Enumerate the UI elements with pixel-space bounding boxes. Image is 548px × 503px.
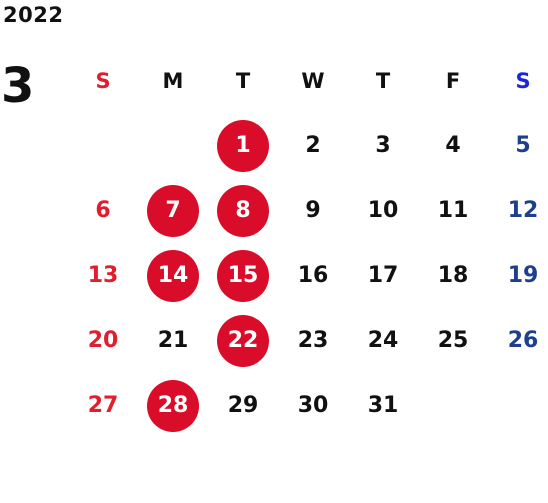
day-cell[interactable]: 12: [488, 178, 548, 243]
highlighted-day-number: 22: [217, 314, 269, 367]
day-cell[interactable]: 11: [418, 178, 488, 243]
day-cell[interactable]: 31: [348, 373, 418, 438]
highlighted-day-number: 7: [147, 184, 199, 237]
day-number: 19: [507, 263, 539, 288]
day-number: [497, 380, 548, 432]
day-number: 13: [87, 263, 119, 288]
day-cell[interactable]: 17: [348, 243, 418, 308]
day-number: 20: [87, 328, 119, 353]
day-cell[interactable]: 20: [68, 308, 138, 373]
day-cell[interactable]: 29: [208, 373, 278, 438]
day-number: 17: [367, 263, 399, 288]
day-cell[interactable]: 9: [278, 178, 348, 243]
weekday-header-monday: M: [162, 68, 184, 93]
day-cell[interactable]: 6: [68, 178, 138, 243]
day-number: 10: [367, 198, 399, 223]
weekday-header-friday: F: [445, 68, 461, 93]
year-label: 2022: [3, 3, 64, 27]
day-number: 29: [227, 393, 259, 418]
day-cell[interactable]: 15: [208, 243, 278, 308]
day-cell[interactable]: 26: [488, 308, 548, 373]
highlighted-day-number: 1: [217, 119, 269, 172]
weekday-header-wednesday: W: [301, 68, 325, 93]
day-number: 4: [445, 133, 461, 158]
day-cell[interactable]: 1: [208, 113, 278, 178]
day-number: 9: [305, 198, 321, 223]
day-cell[interactable]: 24: [348, 308, 418, 373]
day-number: 31: [367, 393, 399, 418]
day-number: 27: [87, 393, 119, 418]
highlighted-day-number: 14: [147, 249, 199, 302]
day-cell[interactable]: 14: [138, 243, 208, 308]
day-number: [77, 120, 129, 172]
day-cell[interactable]: 22: [208, 308, 278, 373]
day-number: 23: [297, 328, 329, 353]
day-cell[interactable]: 16: [278, 243, 348, 308]
calendar-grid: S M T W T F S 1 2 3 4 5 6 7 8 9 10 11 12 13 14 15 16 17 1…: [68, 48, 548, 438]
empty-day-cell: [68, 113, 138, 178]
empty-day-cell: [138, 113, 208, 178]
empty-day-cell: [488, 373, 548, 438]
weekday-header-saturday: S: [515, 68, 531, 93]
day-cell[interactable]: 8: [208, 178, 278, 243]
day-number: 11: [437, 198, 469, 223]
day-number: [147, 120, 199, 172]
day-number: 12: [507, 198, 539, 223]
day-number: 25: [437, 328, 469, 353]
highlighted-day-number: 15: [217, 249, 269, 302]
day-cell[interactable]: 2: [278, 113, 348, 178]
day-cell[interactable]: 5: [488, 113, 548, 178]
day-number: 21: [157, 328, 189, 353]
day-number: 3: [375, 133, 391, 158]
day-cell[interactable]: 10: [348, 178, 418, 243]
day-cell[interactable]: 7: [138, 178, 208, 243]
day-number: 5: [515, 133, 531, 158]
day-number: 26: [507, 328, 539, 353]
weekday-header-sunday: S: [95, 68, 111, 93]
day-number: 24: [367, 328, 399, 353]
day-cell[interactable]: 28: [138, 373, 208, 438]
highlighted-day-number: 8: [217, 184, 269, 237]
day-cell[interactable]: 19: [488, 243, 548, 308]
month-number: 3: [1, 58, 35, 114]
day-cell[interactable]: 23: [278, 308, 348, 373]
day-number: 2: [305, 133, 321, 158]
day-number: 6: [95, 198, 111, 223]
day-cell[interactable]: 25: [418, 308, 488, 373]
day-cell[interactable]: 27: [68, 373, 138, 438]
day-number: 18: [437, 263, 469, 288]
day-cell[interactable]: 3: [348, 113, 418, 178]
day-cell[interactable]: 4: [418, 113, 488, 178]
empty-day-cell: [418, 373, 488, 438]
day-number: 16: [297, 263, 329, 288]
day-cell[interactable]: 21: [138, 308, 208, 373]
day-number: 30: [297, 393, 329, 418]
day-cell[interactable]: 18: [418, 243, 488, 308]
day-cell[interactable]: 13: [68, 243, 138, 308]
weekday-header-tuesday: T: [235, 68, 251, 93]
day-number: [427, 380, 479, 432]
weekday-header-thursday: T: [375, 68, 391, 93]
highlighted-day-number: 28: [147, 379, 199, 432]
day-cell[interactable]: 30: [278, 373, 348, 438]
